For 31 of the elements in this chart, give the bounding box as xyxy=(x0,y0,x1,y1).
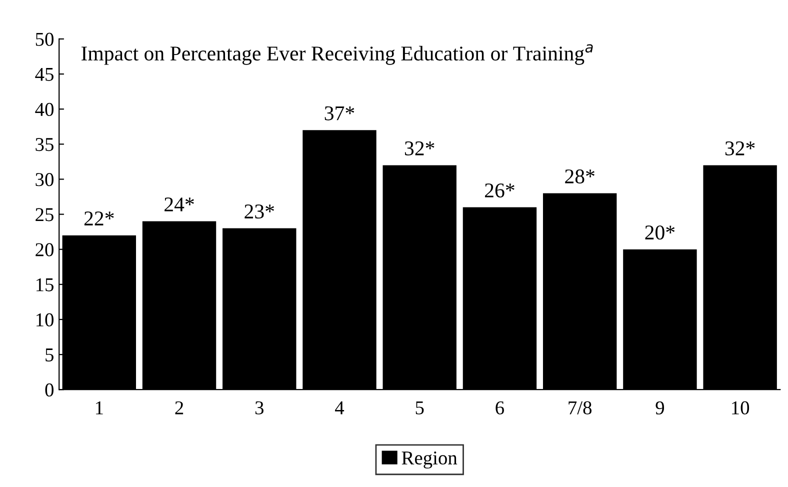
data-label: 22* xyxy=(84,212,114,226)
y-tick-label: 35 xyxy=(36,138,54,152)
x-tick-label: 10 xyxy=(732,401,750,414)
data-label: 28* xyxy=(565,169,594,184)
y-tick-label: 5 xyxy=(46,348,54,362)
data-label: 32* xyxy=(404,141,434,156)
y-tick-label: 30 xyxy=(36,173,54,186)
data-label: 37* xyxy=(324,106,354,120)
y-tick-label: 15 xyxy=(36,278,54,292)
x-tick-label: 5 xyxy=(416,401,424,414)
x-tick-label: 6 xyxy=(496,401,504,414)
y-tick-label: 45 xyxy=(35,68,54,81)
x-tick-label: 7/8 xyxy=(568,401,592,414)
y-tick-label: 50 xyxy=(36,32,54,46)
y-tick-label: 25 xyxy=(36,208,54,222)
y-tick-label: 10 xyxy=(36,313,54,326)
x-tick-label: 3 xyxy=(255,401,264,414)
x-tick-label: 1 xyxy=(96,401,103,414)
x-tick-label: 2 xyxy=(175,401,184,414)
x-tick-label: 4 xyxy=(335,401,344,414)
data-label: 20* xyxy=(645,225,675,240)
y-tick-label: 40 xyxy=(35,102,54,116)
y-tick-label: 20 xyxy=(36,243,54,256)
y-tick-label: 0 xyxy=(45,383,54,397)
data-label: 26* xyxy=(485,183,514,198)
chart-title: Impact on Percentage Ever Receiving Education or Training$^{a}$ xyxy=(81,44,593,65)
data-label: 32* xyxy=(725,141,755,156)
data-label: 23* xyxy=(244,204,274,219)
legend-label: Region xyxy=(402,451,458,469)
x-tick-label: 9 xyxy=(656,401,664,414)
data-label: 24* xyxy=(164,198,194,212)
